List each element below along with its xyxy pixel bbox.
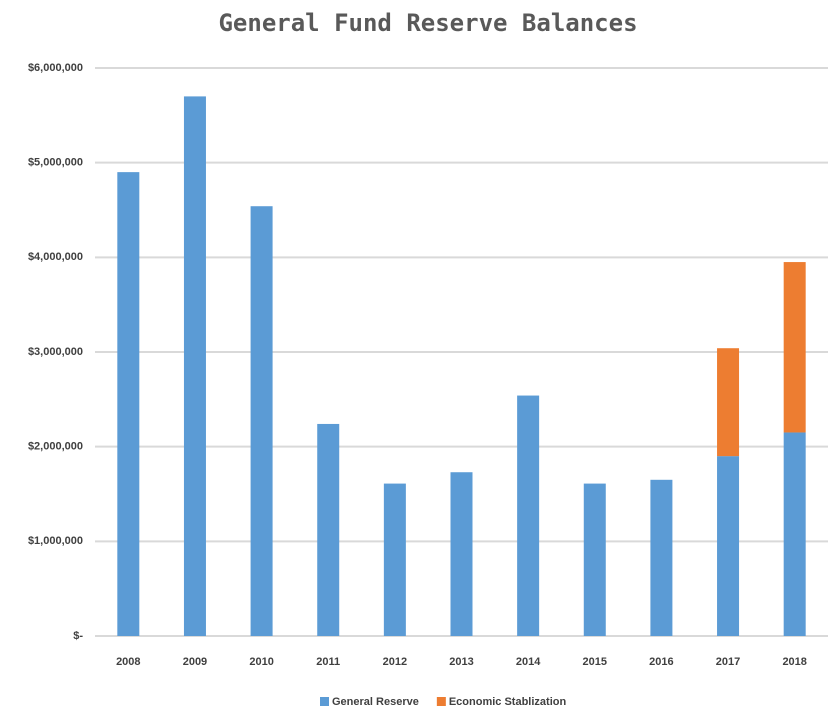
x-tick-label: 2012: [383, 656, 407, 668]
legend-swatch: [436, 697, 446, 706]
bar: [517, 395, 540, 636]
x-tick-label: 2010: [249, 656, 273, 668]
y-tick-label: $-: [73, 630, 83, 642]
x-tick-label: 2011: [316, 656, 340, 668]
chart-title: General Fund Reserve Balances: [218, 9, 637, 37]
bar: [583, 483, 606, 636]
bar: [717, 456, 740, 636]
x-tick-label: 2009: [183, 656, 207, 668]
y-tick-label: $1,000,000: [28, 535, 83, 547]
y-tick-label: $4,000,000: [28, 251, 83, 263]
bar: [183, 96, 206, 636]
bar: [383, 483, 406, 636]
y-tick-label: $3,000,000: [28, 346, 83, 358]
x-tick-label: 2017: [716, 656, 740, 668]
x-tick-label: 2018: [782, 656, 806, 668]
y-tick-label: $5,000,000: [28, 157, 83, 169]
x-tick-label: 2016: [649, 656, 673, 668]
bar: [317, 423, 340, 636]
bar: [717, 348, 740, 457]
x-tick-label: 2008: [116, 656, 140, 668]
y-tick-label: $6,000,000: [28, 62, 83, 74]
bar: [650, 479, 673, 636]
bar: [783, 262, 806, 433]
x-tick-label: 2013: [449, 656, 473, 668]
bar: [783, 432, 806, 636]
y-tick-label: $2,000,000: [28, 441, 83, 453]
bar: [117, 172, 140, 636]
bar: [250, 206, 273, 637]
bar: [450, 472, 473, 636]
legend-label: General Reserve: [332, 696, 419, 708]
legend-label: Economic Stablization: [449, 696, 567, 708]
x-tick-label: 2015: [583, 656, 607, 668]
x-tick-label: 2014: [516, 656, 541, 668]
legend-swatch: [320, 697, 329, 706]
